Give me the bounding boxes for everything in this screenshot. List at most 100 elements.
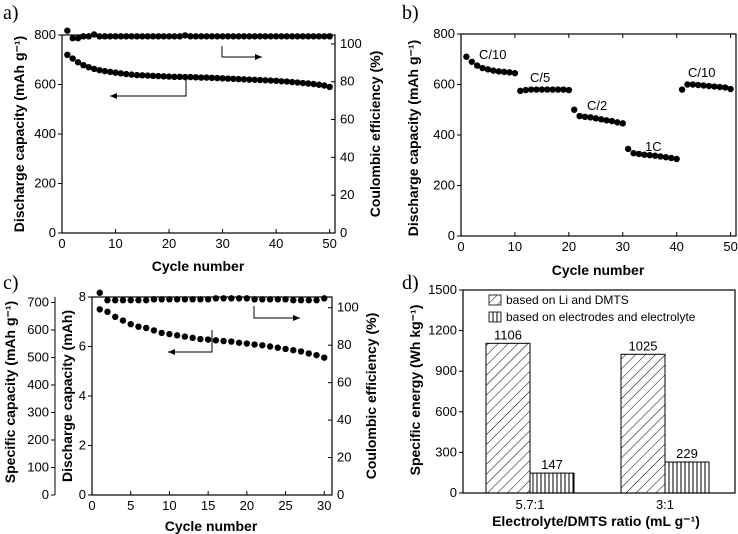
panel-b-capacity-point xyxy=(700,82,707,89)
panel-a-efficiency-point xyxy=(283,33,291,40)
panel-b-capacity-point xyxy=(657,153,664,160)
panel-c-ytick-right-label: 80 xyxy=(337,337,351,352)
panel-b-annotation-c5: C/5 xyxy=(530,70,550,85)
panel-c-capacity-point xyxy=(104,308,111,316)
panel-a-efficiency-point xyxy=(112,33,119,40)
panel-a-arrow-right xyxy=(221,46,262,58)
panel-c-capacity-point xyxy=(290,347,297,354)
panel-d-frame xyxy=(462,289,736,494)
panel-a-efficiency-point xyxy=(246,33,253,40)
panel-b-capacity-point xyxy=(479,64,486,72)
panel-a-ytick-right-label: 20 xyxy=(340,187,354,202)
panel-a-capacity-point xyxy=(224,75,232,82)
panel-c-arrow-left xyxy=(168,330,213,353)
panel-c-efficiency-point xyxy=(305,297,312,304)
panel-c-efficiency-point xyxy=(204,296,212,303)
panel-c-capacity-point xyxy=(173,332,181,339)
panel-b-capacity-point xyxy=(571,106,578,113)
panel-c-ytick-inner-label: 4 xyxy=(79,388,86,403)
panel-d-bars: 1106 147 1025 229 xyxy=(485,327,710,494)
panel-a-xtick-label: 0 xyxy=(58,236,65,251)
panel-c-xlabel: Cycle number xyxy=(165,518,258,534)
panel-b-xlabel: Cycle number xyxy=(552,262,645,278)
panel-c-ytick-outer-label: 300 xyxy=(27,405,49,420)
panel-b-capacity-point xyxy=(619,120,626,127)
panel-b-capacity-point xyxy=(635,150,643,158)
panel-a-efficiency-point xyxy=(106,33,114,40)
panel-c-ytick-right-label: 40 xyxy=(337,412,351,427)
panel-c: c) 0 5 10 15 20 25 300246801002003004005006007… xyxy=(2,272,379,534)
panel-a-capacity-point xyxy=(299,79,307,87)
panel-a-ytick-label: 800 xyxy=(34,27,56,42)
panel-a-capacity-point xyxy=(155,72,162,80)
panel-a-capacity-point xyxy=(326,83,333,91)
panel-b-capacity-point xyxy=(533,86,540,93)
panel-a-capacity-point xyxy=(203,74,210,81)
panel-c-xtick-label: 0 xyxy=(88,498,95,513)
panel-a-efficiency-point xyxy=(90,31,98,38)
panel-b-capacity-point xyxy=(565,86,573,94)
panel-a-efficiency-point xyxy=(155,33,162,40)
panel-b-capacity-point xyxy=(684,81,691,88)
panel-a-capacity-point xyxy=(305,80,312,87)
panel-a-efficiency-point xyxy=(288,33,296,40)
panel-a-efficiency-point xyxy=(181,32,189,39)
panel-a-frame xyxy=(61,34,336,234)
panel-b-capacity-point xyxy=(473,62,481,69)
panel-c-efficiency-point xyxy=(142,297,150,304)
panel-b-capacity-point xyxy=(641,151,648,158)
panel-a-efficiency-point xyxy=(187,33,194,40)
panel-c-arrowhead-right xyxy=(293,315,300,321)
panel-a-capacity-point xyxy=(96,66,103,74)
panel-c-capacity-point xyxy=(135,323,142,330)
panel-c-efficiency-point xyxy=(135,297,142,304)
panel-c-efficiency-point xyxy=(150,296,158,303)
panel-c-capacity-point xyxy=(197,335,204,343)
panel-b-capacity-point xyxy=(490,67,497,74)
panel-a-capacity-point xyxy=(160,73,167,80)
panel-c-efficiency-point xyxy=(251,296,258,303)
panel-a-capacity-point xyxy=(123,70,130,78)
panel-c-capacity-point xyxy=(259,342,266,349)
panel-a-efficiency-point xyxy=(256,33,264,40)
panel-a-efficiency-point xyxy=(299,33,307,40)
panel-c-efficiency-point xyxy=(189,296,196,303)
panel-a-capacity-point xyxy=(133,71,141,79)
panel-b-capacity-point xyxy=(716,83,724,91)
panel-c-ytick-inner-label: 2 xyxy=(79,438,86,453)
panel-d-ytick-label: 1500 xyxy=(428,282,457,297)
panel-a-ytick-right-label: 80 xyxy=(340,74,354,89)
panel-a-efficiency-point xyxy=(294,33,301,40)
panel-a-efficiency-point xyxy=(214,33,221,40)
panel-d-ytick-label: 300 xyxy=(435,444,457,459)
panel-a-capacity-point xyxy=(246,76,253,83)
panel-c-efficiency-point xyxy=(290,297,297,304)
panel-b-capacity-point xyxy=(711,83,718,90)
panel-b-capacity-point xyxy=(506,69,513,76)
panel-a: a) 0 10 20 30 40 500200400600800020406080100 … xyxy=(3,2,383,274)
panel-d-ytick-label: 1200 xyxy=(428,323,457,338)
panel-c-efficiency-point xyxy=(266,296,274,303)
panel-a-capacity-point xyxy=(230,75,237,83)
panel-a-efficiency-point xyxy=(176,33,183,40)
panel-b-capacity-point xyxy=(608,117,616,125)
panel-c-ytick-outer-label: 400 xyxy=(27,377,49,392)
panel-a-efficiency-point xyxy=(80,33,87,40)
panel-a-efficiency-point xyxy=(224,33,232,40)
panel-c-capacity-point xyxy=(212,337,220,344)
panel-c-efficiency-point xyxy=(212,295,220,302)
panel-a-efficiency-point xyxy=(165,33,173,40)
panel-a-capacity-point xyxy=(128,71,135,78)
panel-d-bar xyxy=(620,353,666,494)
panel-b-capacity-point xyxy=(673,155,680,163)
panel-b-ytick-label: 200 xyxy=(433,178,455,193)
panel-d-xtick-label: 3:1 xyxy=(656,497,674,512)
panel-d-xtick-label: 5.7:1 xyxy=(516,497,545,512)
panel-a-ytick-label: 400 xyxy=(34,126,56,141)
panel-c-ytick-right-label: 60 xyxy=(337,375,351,390)
panel-c-ytick-inner-label: 0 xyxy=(79,487,86,502)
panel-b-capacity-point xyxy=(651,152,659,159)
panel-a-capacity-point xyxy=(165,73,173,80)
panel-a-efficiency-point xyxy=(139,33,146,40)
panel-b-annotation-c10-end: C/10 xyxy=(688,65,715,80)
